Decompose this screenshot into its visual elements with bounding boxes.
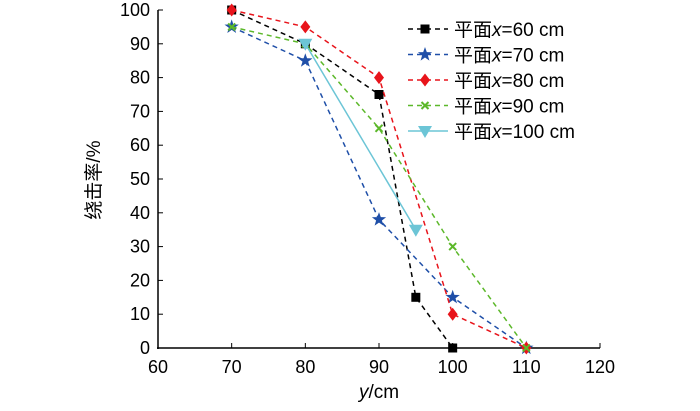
- marker-diamond: [447, 307, 458, 321]
- marker-star: [445, 289, 460, 304]
- legend-item: 平面x=60 cm: [408, 20, 564, 41]
- series-1: [224, 19, 534, 355]
- marker-x: [374, 124, 384, 133]
- marker-x: [420, 101, 430, 110]
- y-tick-label: 90: [130, 34, 150, 54]
- x-tick-label: 90: [369, 357, 389, 377]
- y-tick-label: 40: [130, 203, 150, 223]
- marker-star: [371, 212, 387, 226]
- axes: 60 70 80 90 100 110 120 0 10 20 30 40 50 60 70 80 90 100: [120, 0, 615, 377]
- marker-star: [298, 53, 313, 67]
- y-tick-label: 100: [120, 0, 150, 20]
- legend-item: 平面x=90 cm: [408, 97, 564, 118]
- x-tick-label: 110: [512, 357, 541, 377]
- marker-square: [420, 24, 430, 34]
- marker-x: [522, 343, 531, 353]
- legend-label: 平面x=60 cm: [454, 20, 564, 41]
- y-tick-label: 80: [130, 68, 150, 88]
- marker-star: [417, 47, 433, 61]
- marker-x-stroke: [227, 22, 236, 32]
- marker-x: [448, 242, 457, 251]
- x-axis-label: y/cm: [357, 382, 399, 403]
- legend-label: 平面x=70 cm: [454, 46, 564, 67]
- legend-item: 平面x=80 cm: [408, 71, 564, 92]
- marker-triangle: [418, 126, 432, 138]
- marker-x-stroke: [374, 124, 384, 133]
- x-tick-label: 100: [438, 357, 468, 377]
- marker-diamond: [300, 20, 311, 34]
- marker-x-stroke: [420, 101, 430, 110]
- y-tick-label: 70: [130, 101, 150, 121]
- x-tick-label: 70: [222, 357, 242, 377]
- marker-square: [411, 292, 421, 302]
- marker-triangle: [408, 224, 423, 237]
- y-tick-label: 60: [130, 135, 150, 155]
- series-line: [304, 43, 417, 231]
- marker-square: [448, 343, 458, 353]
- marker-x: [227, 22, 236, 32]
- marker-diamond: [420, 73, 430, 87]
- x-tick-label: 80: [295, 357, 315, 377]
- legend-item: 平面x=100 cm: [408, 122, 575, 143]
- series-layer: [224, 3, 534, 355]
- marker-diamond: [374, 71, 384, 85]
- y-tick-label: 30: [130, 237, 150, 257]
- y-tick-label: 0: [140, 338, 150, 358]
- marker-triangle: [298, 38, 313, 51]
- legend-label: 平面x=100 cm: [454, 122, 575, 143]
- marker-x-stroke: [448, 242, 457, 251]
- marker-x-stroke: [522, 343, 531, 353]
- marker-square: [374, 90, 384, 99]
- series-4: [298, 38, 423, 237]
- y-tick-label: 10: [130, 304, 150, 324]
- legend-item: 平面x=70 cm: [408, 46, 564, 67]
- x-tick-label: 60: [148, 357, 168, 377]
- legend: 平面x=60 cm 平面x=70 cm 平面x=80 cm 平面x=90 cm 平面x=…: [408, 20, 575, 143]
- y-tick-label: 20: [130, 270, 150, 290]
- series-line: [231, 9, 454, 349]
- x-tick-label: 120: [585, 357, 615, 377]
- y-tick-label: 50: [130, 169, 150, 189]
- legend-label: 平面x=80 cm: [454, 71, 564, 92]
- legend-label: 平面x=90 cm: [454, 97, 564, 118]
- y-axis-label: 绕击率/%: [83, 140, 105, 219]
- marker-diamond: [226, 3, 237, 17]
